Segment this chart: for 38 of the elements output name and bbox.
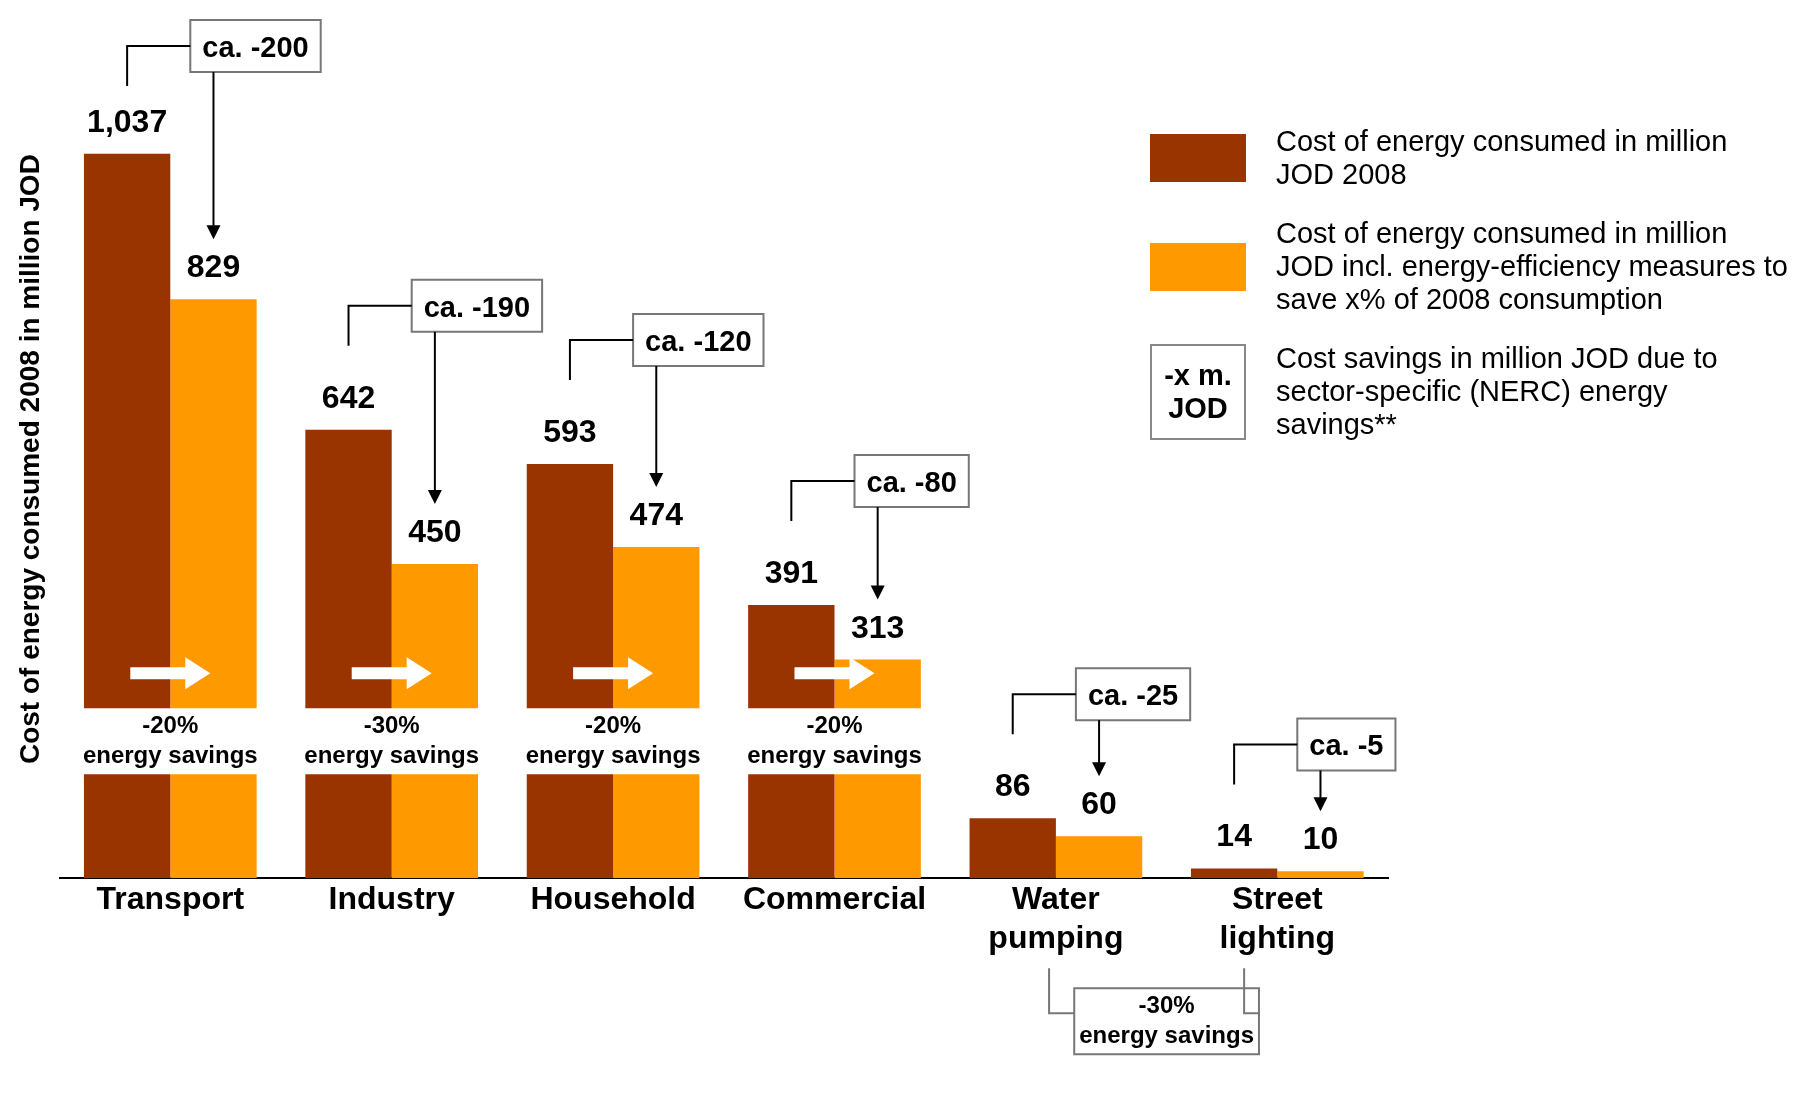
legend-label: Cost of energy consumed in million JOD 2008 <box>1276 125 1729 191</box>
data-label: 642 <box>321 378 376 415</box>
data-label: 593 <box>543 412 597 449</box>
annotation: ca. -190 <box>423 290 531 323</box>
annotation: ca. -120 <box>645 324 752 357</box>
annotation: -20% energy savings <box>525 711 701 769</box>
x-tick-label: Industry <box>328 880 456 917</box>
y-axis-title: Cost of energy consumed 2008 in million JOD <box>13 154 45 765</box>
legend-label: Cost of energy consumed in million JOD incl. energy-efficiency measures to save x% of 2008 consumption <box>1276 217 1789 316</box>
annotation: Cost savings in million JOD due to sector-specific (NERC) energy savings** <box>1276 342 1719 441</box>
x-tick-label: Household <box>530 880 696 917</box>
data-label: 313 <box>850 608 905 645</box>
data-label: 1,037 <box>87 102 168 139</box>
annotation: -x m. JOD <box>1150 343 1246 440</box>
annotation: -20% energy savings <box>82 711 258 769</box>
bar <box>1190 868 1278 879</box>
bar <box>969 818 1056 879</box>
data-label: 391 <box>764 554 819 591</box>
data-label: 10 <box>1302 820 1339 857</box>
annotation: ca. -5 <box>1309 729 1384 762</box>
x-tick-label: Street lighting <box>1219 880 1336 955</box>
data-label: 14 <box>1216 817 1253 854</box>
text: ca. -200 <box>202 31 309 63</box>
data-label: 474 <box>629 496 684 533</box>
annotation: ca. -25 <box>1087 679 1179 712</box>
bar <box>1055 836 1143 879</box>
x-tick-label: Transport <box>96 880 245 917</box>
x-tick-label: Water pumping <box>988 880 1124 955</box>
data-label: 86 <box>994 767 1031 804</box>
data-label: 829 <box>186 248 241 285</box>
data-label: 60 <box>1081 785 1117 822</box>
annotation: -30% energy savings <box>304 711 480 769</box>
data-label: 450 <box>408 512 462 549</box>
text: -30% energy savings <box>1079 991 1254 1049</box>
annotation: -20% energy savings <box>747 711 922 769</box>
annotation: ca. -80 <box>866 466 957 499</box>
bar <box>1277 871 1364 879</box>
x-tick-label: Commercial <box>742 880 927 917</box>
